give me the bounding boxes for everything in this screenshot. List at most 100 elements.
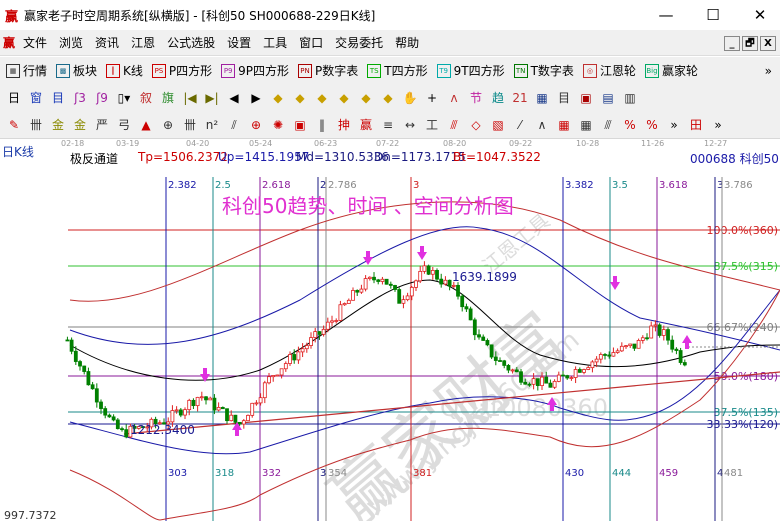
tool-icon[interactable]: 抻: [337, 117, 350, 132]
tool-icon[interactable]: ⫽: [231, 117, 237, 132]
mdi-close-button[interactable]: X: [760, 36, 776, 51]
tool-icon[interactable]: ✋: [402, 90, 418, 105]
candle: [267, 376, 271, 384]
tool-icon[interactable]: ʃ9: [96, 90, 108, 105]
tool-icon[interactable]: ◇: [471, 117, 481, 132]
tool-icon[interactable]: 趋: [491, 90, 504, 105]
tool-icon[interactable]: ◆: [317, 90, 327, 105]
toolbar-item-P数字表[interactable]: PN P数字表: [298, 62, 358, 79]
tool-icon[interactable]: ✎: [8, 117, 20, 132]
tool-icon[interactable]: ⊕: [162, 117, 174, 132]
tool-icon[interactable]: 目: [51, 90, 64, 105]
tool-icon[interactable]: 卌: [183, 117, 196, 132]
tool-icon[interactable]: 目: [557, 90, 570, 105]
tool-icon[interactable]: ▥: [624, 90, 636, 105]
arrow-down-marker-icon: [610, 276, 620, 290]
candle: [199, 396, 204, 399]
toolbar-item-K线[interactable]: ┃ K线: [106, 62, 143, 79]
tool-icon[interactable]: 赢: [359, 117, 372, 132]
tool-icon[interactable]: 旗: [161, 90, 174, 105]
toolbar-item-赢家轮[interactable]: Big 赢家轮: [644, 62, 698, 79]
tool-icon[interactable]: ▦: [536, 90, 548, 105]
tool-icon[interactable]: ʌ: [450, 90, 458, 105]
tool-icon[interactable]: 窗: [29, 90, 42, 105]
tool-icon[interactable]: ▧: [492, 117, 504, 132]
tool-icon[interactable]: 节: [469, 90, 482, 105]
kline-chart[interactable]: 日K线 02-18 03-19 04-20 05-24 06-23 07-22 08-20 0…: [0, 139, 780, 521]
tool-icon[interactable]: ▶|: [205, 90, 219, 105]
menu-item[interactable]: 公式选股: [167, 36, 216, 50]
tool-icon[interactable]: n²: [205, 117, 219, 132]
minimize-button[interactable]: —: [658, 6, 674, 24]
tool-icon[interactable]: 卌: [29, 117, 42, 132]
tool-icon[interactable]: ▯▾: [117, 90, 131, 105]
toolbar-item-江恩轮[interactable]: ◎ 江恩轮: [582, 62, 636, 79]
tool-icon[interactable]: ▣: [580, 90, 592, 105]
menu-item[interactable]: 浏览: [59, 36, 84, 50]
tool-icon[interactable]: 叙: [139, 90, 152, 105]
tool-icon[interactable]: ⁄: [518, 117, 521, 132]
tool-icon[interactable]: 严: [95, 117, 108, 132]
candle: [661, 329, 666, 336]
tool-icon[interactable]: ◆: [295, 90, 305, 105]
menu-item[interactable]: 江恩: [131, 36, 156, 50]
menu-item[interactable]: 工具: [263, 36, 288, 50]
tool-icon[interactable]: ∧: [537, 117, 547, 132]
menu-item[interactable]: 资讯: [95, 36, 120, 50]
tool-icon[interactable]: 工: [425, 117, 438, 132]
tool-icon[interactable]: ⊕: [250, 117, 262, 132]
tool-icon[interactable]: »: [670, 117, 678, 132]
tool-icon[interactable]: +: [426, 90, 438, 105]
tool-icon[interactable]: %: [624, 117, 636, 132]
tool-icon[interactable]: ▦: [558, 117, 570, 132]
tool-icon[interactable]: ◆: [361, 90, 371, 105]
menu-item[interactable]: 文件: [23, 36, 48, 50]
menu-item[interactable]: 设置: [227, 36, 252, 50]
toolbar-item-9P四方形[interactable]: P9 9P四方形: [221, 62, 289, 79]
toolbar-more-button[interactable]: »: [764, 63, 772, 78]
tool-icon[interactable]: ◆: [339, 90, 349, 105]
menu-item[interactable]: 窗口: [299, 36, 324, 50]
tool-icon[interactable]: ◆: [273, 90, 283, 105]
tool-icon[interactable]: ◀: [229, 90, 239, 105]
tool-icon[interactable]: |◀: [183, 90, 197, 105]
candle: [355, 290, 360, 293]
tool-icon[interactable]: ↔: [404, 117, 416, 132]
tool-icon[interactable]: 日▾: [7, 90, 20, 121]
toolbar-item-9T四方形[interactable]: T9 9T四方形: [436, 62, 505, 79]
candle: [573, 369, 578, 378]
toolbar-item-T数字表[interactable]: TN T数字表: [513, 62, 574, 79]
mdi-restore-button[interactable]: 🗗: [742, 36, 758, 51]
tool-icon[interactable]: »: [714, 117, 722, 132]
maximize-button[interactable]: ☐: [706, 6, 720, 24]
tool-icon[interactable]: ▤: [602, 90, 614, 105]
tool-icon[interactable]: ʃ3: [74, 90, 86, 105]
close-button[interactable]: ✕: [753, 6, 767, 24]
tool-icon[interactable]: ⫻: [450, 117, 458, 132]
tool-icon[interactable]: ⫻: [604, 117, 612, 132]
tool-icon[interactable]: ✺: [272, 117, 284, 132]
mdi-minimize-button[interactable]: _: [724, 36, 740, 51]
tool-icon[interactable]: 金: [51, 117, 64, 132]
time-bar-label: 4: [717, 468, 723, 479]
tool-icon[interactable]: 金: [73, 117, 86, 132]
tool-icon[interactable]: ≡: [382, 117, 394, 132]
toolbar-item-板块[interactable]: ▩ 板块: [56, 62, 97, 79]
tool-icon[interactable]: 弓: [117, 117, 130, 132]
tool-icon[interactable]: ▲: [141, 117, 151, 132]
tool-icon[interactable]: 田: [689, 117, 702, 132]
menu-item[interactable]: 帮助: [395, 36, 420, 50]
tool-icon[interactable]: ▶: [251, 90, 261, 105]
tool-icon[interactable]: ◆: [383, 90, 393, 105]
menu-item[interactable]: 交易委托: [335, 36, 384, 50]
toolbar-item-P四方形[interactable]: PS P四方形: [151, 62, 212, 79]
tool-icon[interactable]: 21: [512, 90, 528, 105]
tool-icon[interactable]: %: [646, 117, 658, 132]
toolbar-item-行情[interactable]: ▦ 行情: [6, 62, 47, 79]
toolbar-item-T四方形[interactable]: TS T四方形: [367, 62, 428, 79]
tp-value: Tp=1506.2372: [138, 150, 228, 164]
tool-icon[interactable]: ▦: [580, 117, 592, 132]
tool-icon[interactable]: ▣: [294, 117, 306, 132]
tool-icon[interactable]: ‖: [319, 117, 325, 132]
toolbar-label: T数字表: [530, 64, 574, 78]
